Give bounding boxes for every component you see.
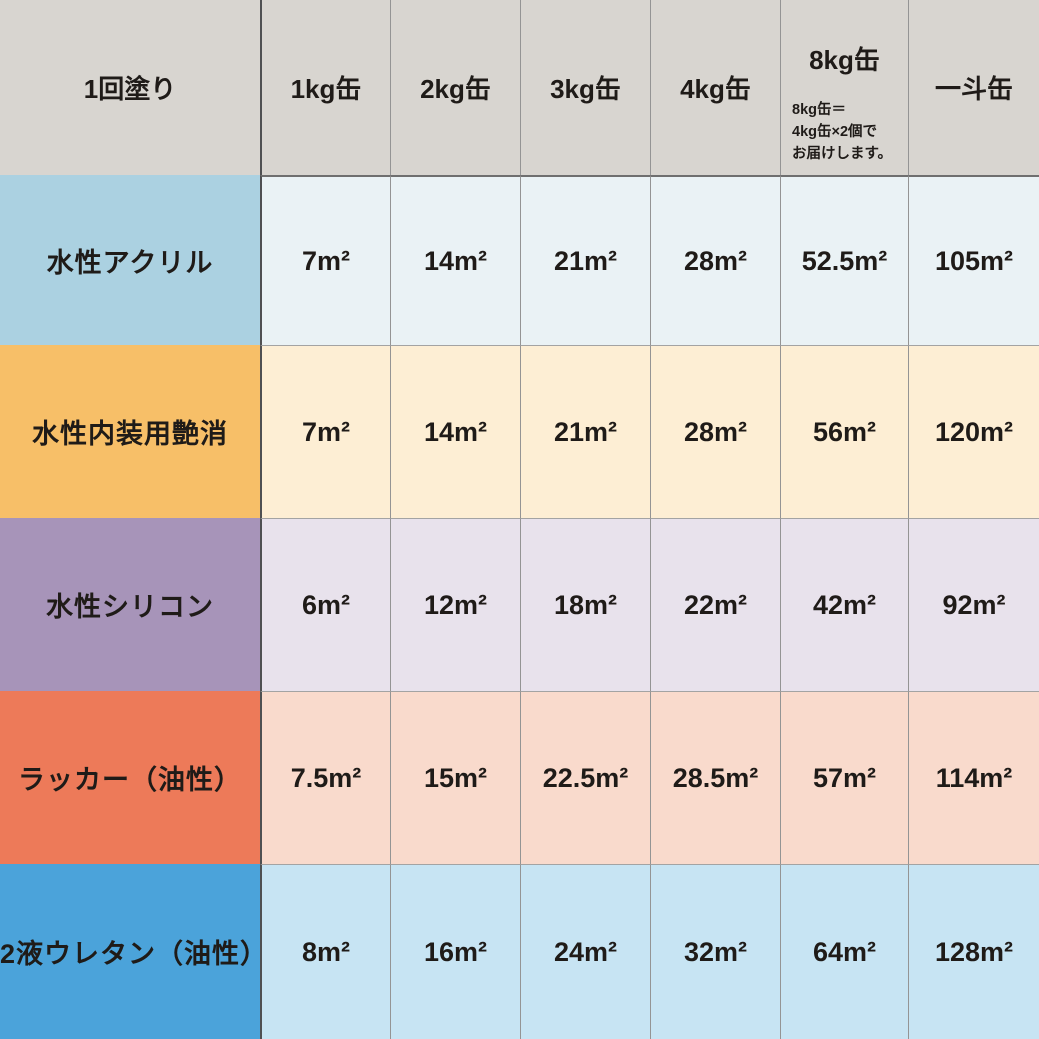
value-cell: 22.5m² [520,691,650,864]
value-cell: 15m² [390,691,520,864]
row-label-silicone: 水性シリコン [0,518,260,691]
value-cell: 7.5m² [260,691,390,864]
value-cell: 28m² [650,345,780,518]
value-cell: 21m² [520,175,650,345]
value-cell: 64m² [780,864,908,1039]
header-cell-8kg: 8kg缶 8kg缶＝ 4kg缶×2個で お届けします。 [780,0,908,175]
value-cell: 52.5m² [780,175,908,345]
value-cell: 8m² [260,864,390,1039]
note-line: 4kg缶×2個で [792,123,878,140]
header-cell-4kg: 4kg缶 [650,0,780,175]
value-cell: 92m² [908,518,1039,691]
row-label-matte: 水性内装用艶消 [0,345,260,518]
value-cell: 7m² [260,175,390,345]
value-cell: 22m² [650,518,780,691]
value-cell: 14m² [390,175,520,345]
row-label-lacquer: ラッカー（油性） [0,691,260,864]
value-cell: 6m² [260,518,390,691]
header-cell-3kg: 3kg缶 [520,0,650,175]
value-cell: 128m² [908,864,1039,1039]
row-label-urethane: 2液ウレタン（油性） [0,864,260,1039]
note-line: 8kg缶＝ [792,102,846,118]
row-label-acrylic: 水性アクリル [0,175,260,345]
value-cell: 42m² [780,518,908,691]
value-cell: 21m² [520,345,650,518]
value-cell: 16m² [390,864,520,1039]
header-cell-issho: 一斗缶 [908,0,1039,175]
value-cell: 105m² [908,175,1039,345]
header-cell-1kg: 1kg缶 [260,0,390,175]
header-8kg-label: 8kg缶 [809,45,880,75]
value-cell: 120m² [908,345,1039,518]
value-cell: 24m² [520,864,650,1039]
value-cell: 56m² [780,345,908,518]
header-cell-coats: 1回塗り [0,0,260,175]
value-cell: 57m² [780,691,908,864]
value-cell: 28.5m² [650,691,780,864]
value-cell: 28m² [650,175,780,345]
value-cell: 7m² [260,345,390,518]
note-line: お届けします。 [792,145,893,162]
value-cell: 114m² [908,691,1039,864]
value-cell: 12m² [390,518,520,691]
header-cell-2kg: 2kg缶 [390,0,520,175]
value-cell: 32m² [650,864,780,1039]
value-cell: 14m² [390,345,520,518]
header-8kg-note: 8kg缶＝ 4kg缶×2個で お届けします。 [792,100,905,165]
value-cell: 18m² [520,518,650,691]
